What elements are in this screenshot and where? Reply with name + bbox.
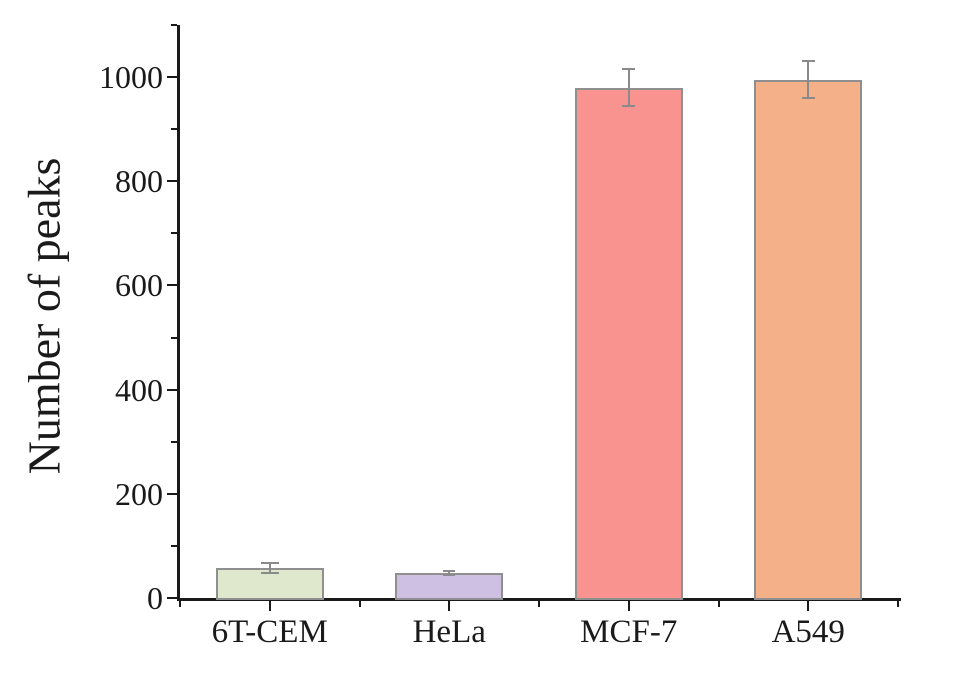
x-axis-category-label: MCF-7 [580,614,678,650]
y-axis-major-tick [167,76,177,79]
error-bar-cap-top [622,68,636,71]
error-bar-cap-top [801,60,815,63]
y-axis-minor-tick [171,336,177,339]
error-bar-cap-bottom [443,573,456,576]
error-bar-cap-bottom [801,96,815,99]
bar-mcf-7 [574,87,683,600]
x-axis-category-label: 6T-CEM [211,614,328,650]
y-axis-major-tick [167,284,177,287]
y-axis-major-tick [167,492,177,495]
x-axis-category-label: HeLa [412,614,486,650]
error-bar-stem [627,69,630,106]
x-axis-major-tick [807,601,810,611]
x-axis-boundary-tick [179,601,181,607]
error-bar-stem [807,61,810,98]
y-axis-minor-tick [171,24,177,26]
y-axis-minor-tick [171,440,177,443]
y-axis-major-tick [167,180,177,183]
x-axis-boundary-tick [897,601,899,607]
y-axis-line [177,25,180,601]
x-axis-boundary-tick [358,601,361,607]
x-axis-major-tick [268,601,271,611]
y-axis-tick-label: 800 [115,163,163,200]
bar-a549 [754,79,863,600]
y-axis-major-tick [167,388,177,391]
y-axis-tick-label: 200 [115,475,163,512]
bar-hela [395,572,504,600]
y-axis-minor-tick [171,128,177,131]
y-axis-major-tick [167,597,177,599]
error-bar-cap-top [443,570,456,573]
error-bar-cap-bottom [260,571,279,574]
error-bar-cap-bottom [622,104,636,107]
error-bar-cap-top [260,561,279,564]
y-axis-tick-label: 1000 [99,59,163,96]
y-axis-minor-tick [171,232,177,235]
error-bar-stem [448,571,451,575]
y-axis-title: Number of peaks [18,157,70,475]
x-axis-boundary-tick [538,601,540,607]
y-axis-tick-label: 600 [115,267,163,304]
error-bar-stem [268,562,271,573]
x-axis-category-label: A549 [771,614,845,650]
y-axis-minor-tick [171,544,177,547]
x-axis-line [177,598,901,601]
y-axis-tick-label: 400 [115,371,163,408]
x-axis-boundary-tick [717,601,720,607]
x-axis-major-tick [627,601,630,611]
x-axis-major-tick [448,601,451,611]
y-axis-tick-label: 0 [147,580,163,616]
